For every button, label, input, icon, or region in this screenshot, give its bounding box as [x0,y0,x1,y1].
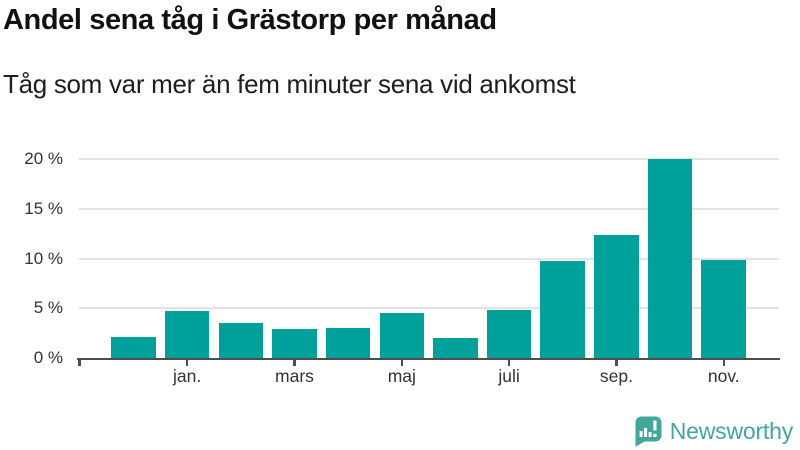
brand-footer: Newsworthy [635,416,793,447]
brand-name: Newsworthy [669,418,793,444]
x-axis-tick [400,359,404,366]
bar-month-5 [379,313,425,358]
bar-month-2 [218,323,264,358]
x-axis-tick-label: jan. [173,366,202,386]
y-gridline [79,257,779,260]
x-axis-tick-label: nov. [707,366,740,386]
y-axis-tick-label: 0 % [33,348,63,367]
x-axis-tick [185,359,189,366]
x-axis-tick [507,359,511,366]
bar-month-7 [486,310,532,358]
x-axis-line [77,357,780,360]
bar-month-0 [111,337,156,358]
chart-subtitle: Tåg som var mer än fem minuter sena vid … [3,69,576,99]
y-axis-tick-label: 5 % [33,298,63,318]
y-gridline [79,207,779,210]
newsworthy-logo-icon [635,416,662,447]
y-axis-tick-label: 10 % [24,248,63,268]
y-gridline [79,158,779,160]
y-axis-tick-label: 15 % [24,198,63,218]
y-axis-tick-label: 20 % [24,149,63,168]
bar-month-4 [325,328,371,358]
x-axis-tick [293,359,296,366]
x-axis-tick [722,359,725,366]
y-gridline [79,307,779,310]
chart-title: Andel sena tåg i Grästorp per månad [3,4,497,36]
x-axis-tick-label: mars [275,366,314,386]
bar-month-3 [272,329,317,358]
bar-month-10 [647,159,693,358]
bar-month-6 [433,338,478,358]
bar-month-11 [701,260,747,358]
bar-month-8 [540,261,586,358]
x-axis-tick-label: juli [498,366,520,386]
x-axis-start-tick [78,359,81,366]
x-axis-tick [615,359,618,366]
bar-month-9 [594,234,639,358]
x-axis-tick-label: maj [387,366,416,386]
x-axis-tick-label: sep. [599,366,633,386]
bar-month-1 [164,311,210,358]
